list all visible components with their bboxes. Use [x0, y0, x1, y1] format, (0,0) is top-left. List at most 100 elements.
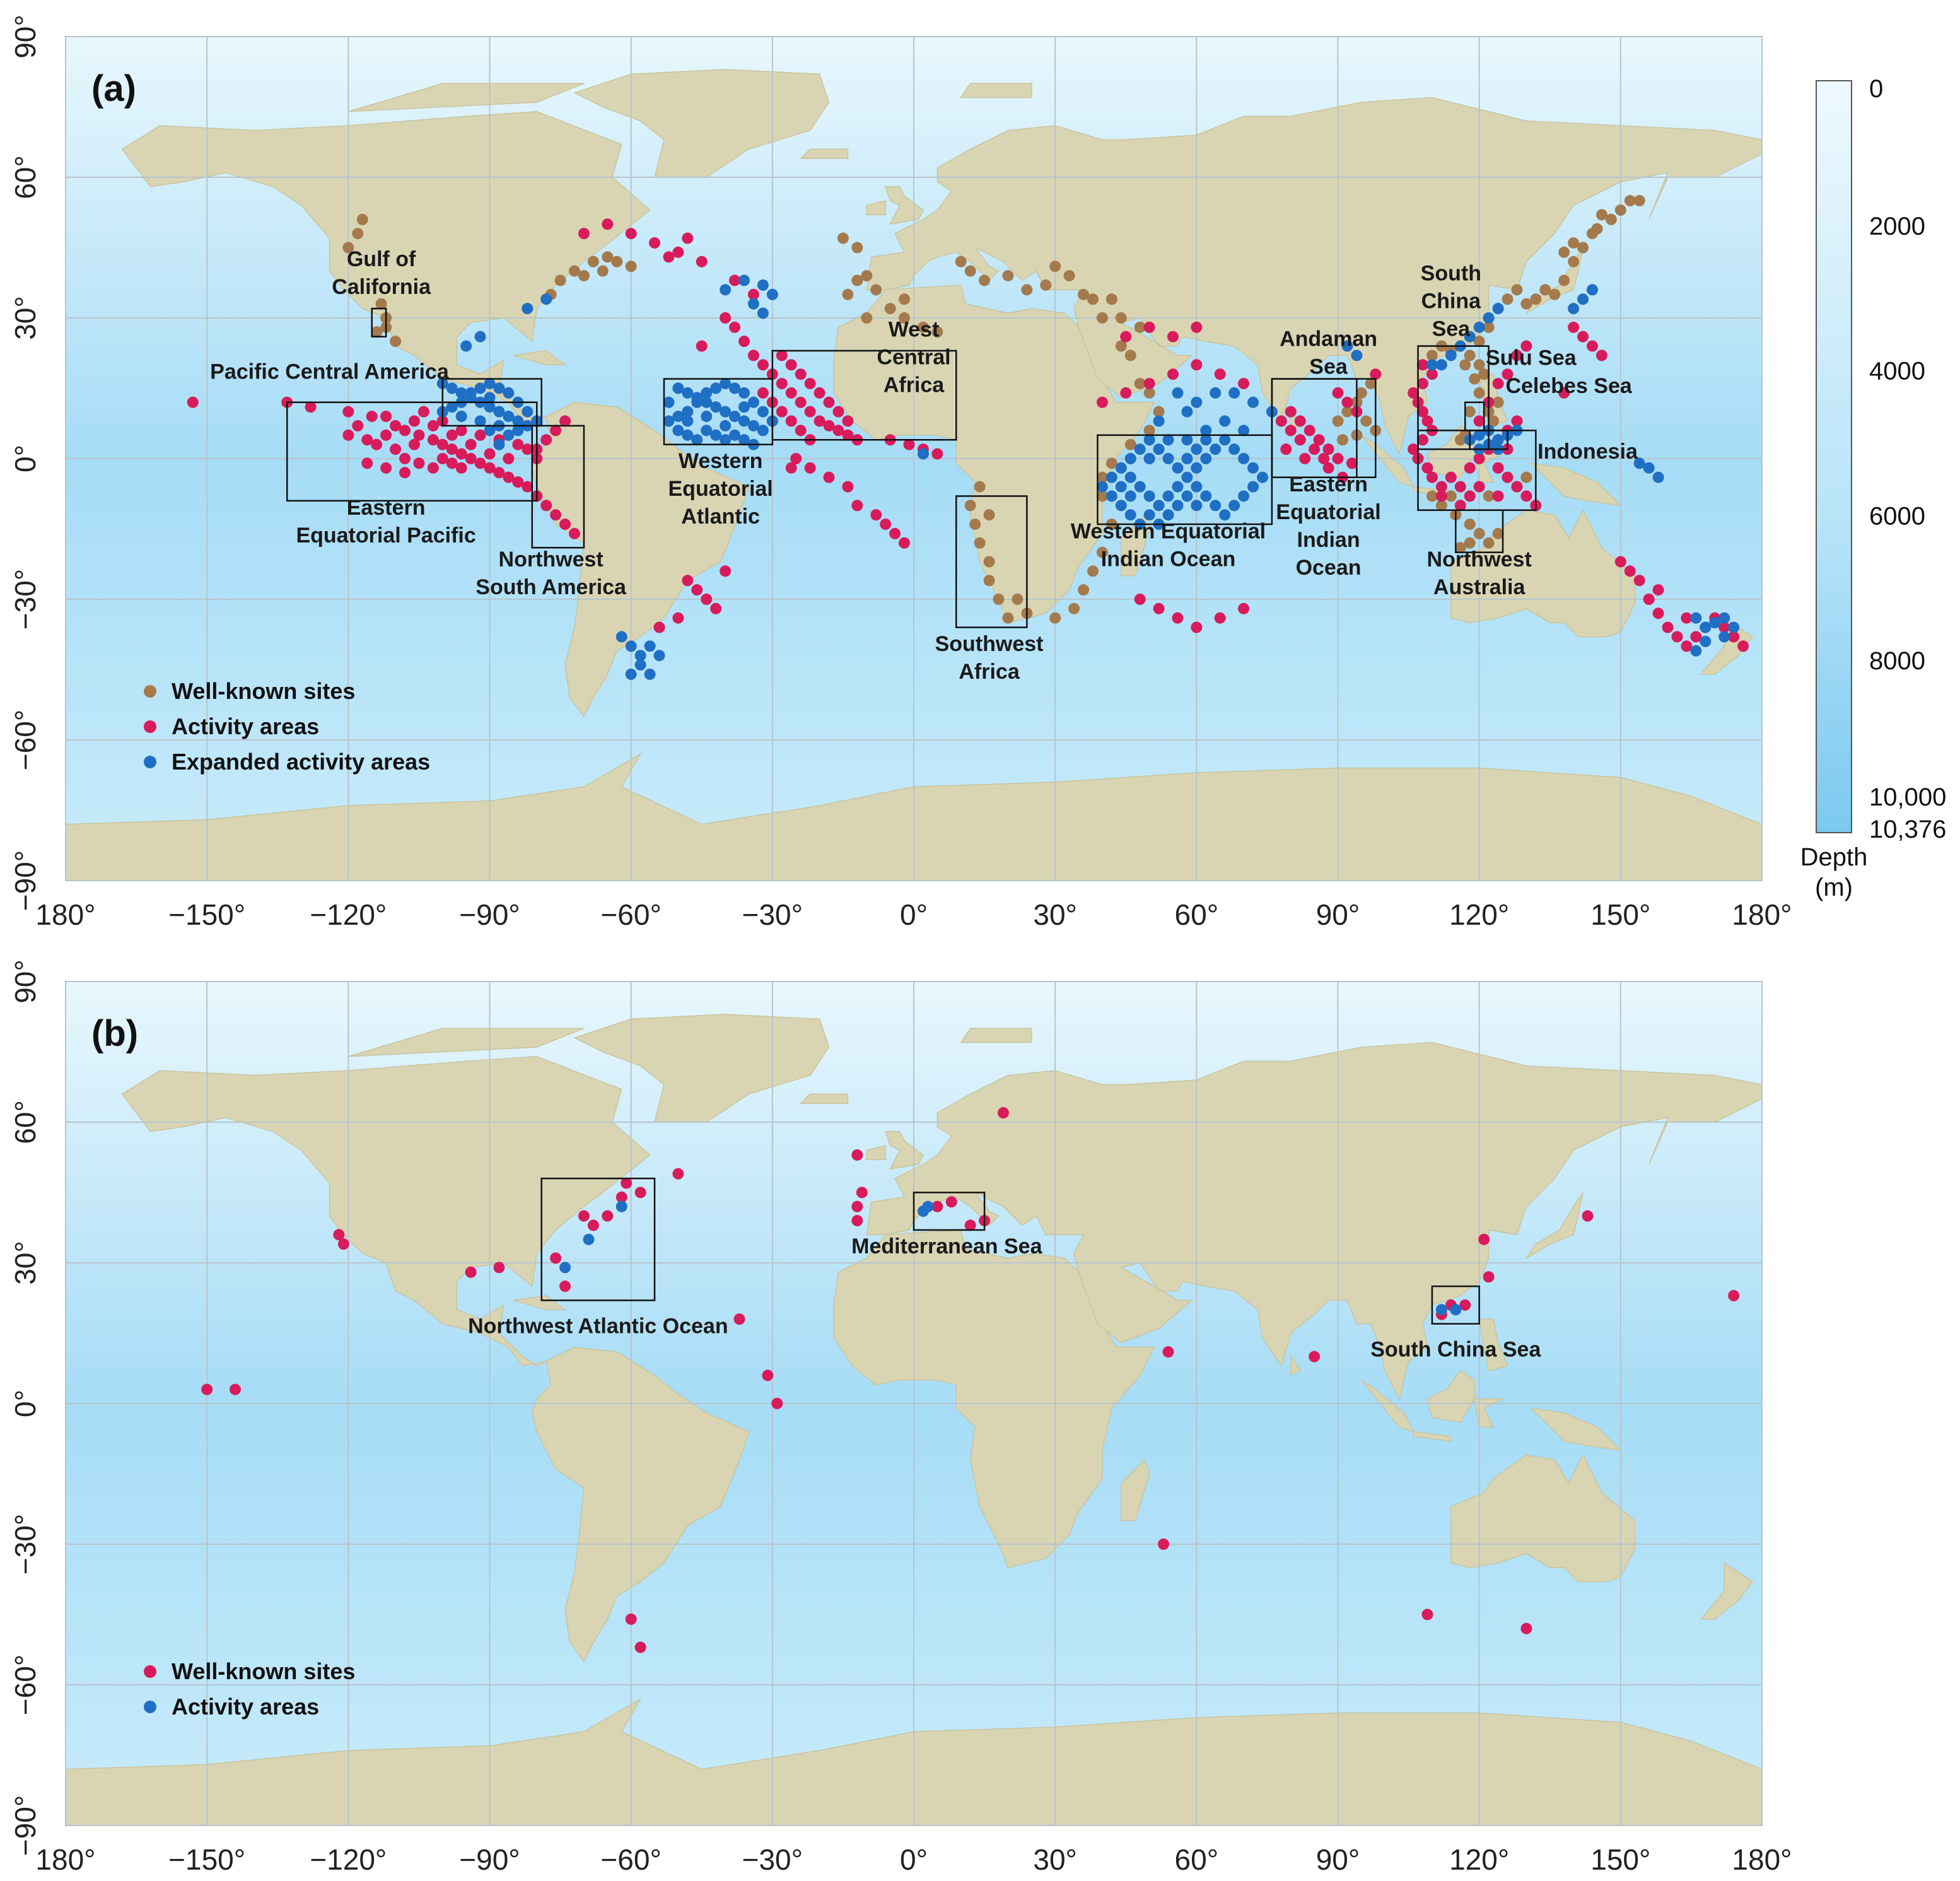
lat-tick-label: 30°	[9, 1241, 42, 1285]
region-box	[955, 495, 1028, 628]
lon-tick-label: 30°	[1033, 1843, 1077, 1876]
panel-b-axis-ticks: 180° −150° −120° −90° −60° −30° 0° 30° 60° 90° 120…	[9, 959, 1792, 1876]
pink-site-point	[1309, 443, 1321, 455]
brown-site-point	[1012, 594, 1024, 605]
wellknown-site-point	[1421, 1609, 1433, 1620]
wellknown-site-point	[1158, 1538, 1170, 1550]
region-label: Indian Ocean	[1101, 547, 1236, 571]
blue-site-point	[1181, 453, 1193, 464]
colorbar-label: 2000	[1869, 213, 1925, 240]
land-mass	[513, 350, 567, 366]
brown-site-point	[1049, 612, 1061, 624]
blue-site-point	[710, 401, 722, 413]
blue-site-point	[1633, 457, 1645, 469]
region-label: Andaman	[1280, 327, 1377, 351]
brown-site-point	[342, 242, 354, 254]
pink-site-point	[832, 406, 844, 418]
pink-site-point	[1120, 331, 1132, 343]
pink-site-point	[187, 396, 199, 408]
land-mass	[1525, 1192, 1584, 1259]
brown-site-point	[597, 265, 609, 277]
brown-site-point	[1153, 406, 1165, 418]
blue-site-point	[747, 396, 759, 408]
panel-b-label: (b)	[91, 1013, 138, 1054]
blue-site-point	[1200, 453, 1212, 464]
wellknown-site-point	[602, 1210, 614, 1222]
pink-site-point	[465, 453, 477, 464]
pink-site-point	[371, 438, 383, 450]
pink-site-point	[366, 411, 378, 423]
wellknown-site-point	[997, 1107, 1009, 1119]
pink-site-point	[436, 453, 448, 464]
blue-site-point	[484, 401, 496, 413]
pink-site-point	[729, 321, 741, 333]
brown-site-point	[1473, 387, 1485, 399]
brown-site-point	[1511, 284, 1523, 296]
region-label: West	[889, 318, 940, 342]
blue-site-point	[1690, 612, 1702, 624]
colorbar-label: 0	[1869, 75, 1883, 103]
pink-site-point	[672, 612, 684, 624]
blue-site-point	[1718, 631, 1730, 643]
brown-site-point	[1134, 321, 1146, 333]
pink-site-point	[720, 312, 732, 324]
pink-site-point	[1652, 584, 1664, 596]
activity-area-point	[559, 1262, 571, 1274]
pink-site-point	[1346, 457, 1358, 469]
wellknown-site-point	[615, 1191, 627, 1203]
lat-tick-label: 0°	[9, 445, 42, 472]
pink-site-point	[931, 448, 943, 460]
brown-site-point	[1143, 387, 1155, 399]
land-mass	[348, 1028, 585, 1057]
activity-area-point	[1435, 1304, 1447, 1316]
blue-site-point	[1219, 415, 1231, 427]
wellknown-site-point	[1582, 1210, 1594, 1222]
activity-area-point	[922, 1200, 934, 1212]
colorbar-label: 10,376	[1869, 816, 1946, 843]
wellknown-site-point	[621, 1177, 633, 1189]
pink-site-point	[465, 438, 477, 450]
land-mass	[348, 83, 585, 112]
pink-site-point	[1417, 359, 1428, 371]
brown-site-point	[1568, 237, 1580, 249]
blue-site-point	[1219, 509, 1231, 521]
blue-site-point	[1191, 500, 1203, 512]
blue-site-point	[1162, 509, 1174, 521]
pink-site-point	[417, 406, 429, 418]
lat-tick-label: −90°	[9, 850, 42, 911]
pink-site-point	[1304, 425, 1315, 437]
wellknown-site-point	[634, 1641, 646, 1653]
brown-site-point	[1539, 284, 1551, 296]
brown-site-point	[1473, 336, 1485, 348]
wellknown-site-point	[1309, 1351, 1321, 1362]
pink-site-point	[823, 396, 835, 408]
blue-site-point	[701, 396, 713, 408]
region-label: Sulu Sea	[1486, 346, 1577, 370]
blue-site-point	[1238, 453, 1250, 464]
pink-site-point	[1511, 349, 1523, 361]
brown-site-point	[1021, 284, 1033, 296]
blue-site-point	[484, 392, 496, 404]
lat-tick-label: 0°	[9, 1390, 42, 1417]
blue-site-point	[1643, 462, 1655, 474]
pink-site-point	[446, 429, 458, 441]
activity-area-point	[1450, 1304, 1462, 1316]
pink-site-point	[1492, 378, 1504, 390]
pink-site-point	[1153, 602, 1165, 614]
blue-site-point	[1577, 293, 1589, 305]
pink-site-point	[832, 425, 844, 437]
brown-site-point	[1078, 584, 1089, 596]
region-label: Southwest	[935, 632, 1044, 656]
blue-site-point	[653, 650, 665, 662]
panel-a-axis-ticks: 180° −150° −120° −90° −60° −30° 0° 30° 60° 90° 120…	[9, 15, 1792, 931]
brown-site-point	[1445, 490, 1457, 502]
blue-site-point	[1483, 312, 1495, 324]
blue-site-point	[644, 640, 656, 652]
blue-site-point	[663, 415, 675, 427]
brown-site-point	[1520, 471, 1532, 483]
pink-site-point	[1435, 481, 1447, 493]
brown-site-point	[899, 312, 911, 324]
colorbar-label: 10,000	[1869, 783, 1946, 811]
blue-site-point	[474, 382, 486, 394]
